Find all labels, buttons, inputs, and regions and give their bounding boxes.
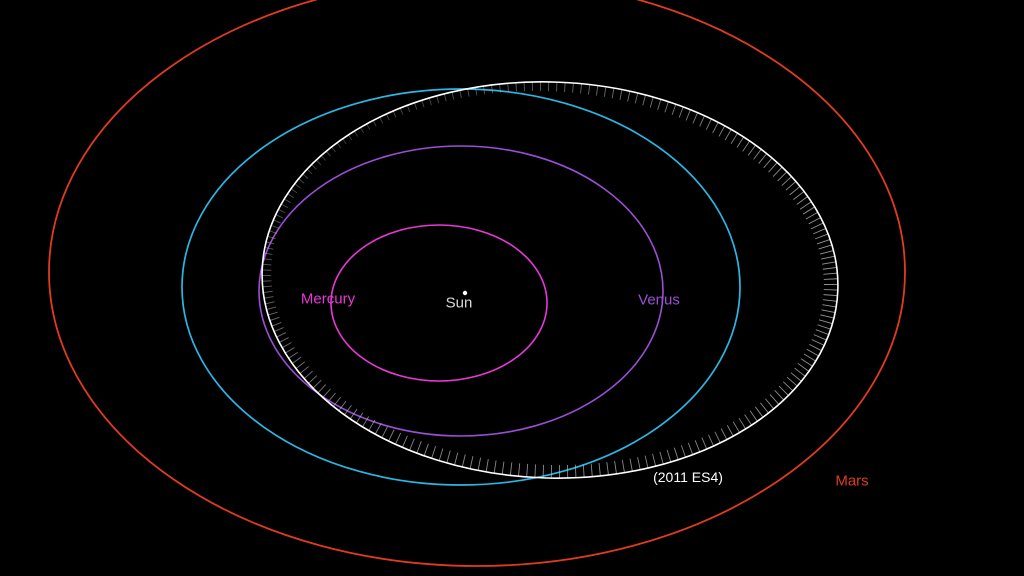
orbit-asteroid-tick-band <box>255 72 844 488</box>
orbit-mercury <box>331 225 547 381</box>
label-sun: Sun <box>446 295 473 312</box>
label-venus: Venus <box>638 292 680 309</box>
orbit-diagram: Mercury Venus (2011 ES4) Mars Sun <box>0 0 1024 576</box>
orbit-canvas <box>0 0 1024 576</box>
orbit-asteroid <box>255 72 844 488</box>
label-mars: Mars <box>835 473 868 490</box>
label-asteroid: (2011 ES4) <box>653 469 723 485</box>
label-mercury: Mercury <box>301 291 355 308</box>
orbit-mars <box>49 0 905 566</box>
